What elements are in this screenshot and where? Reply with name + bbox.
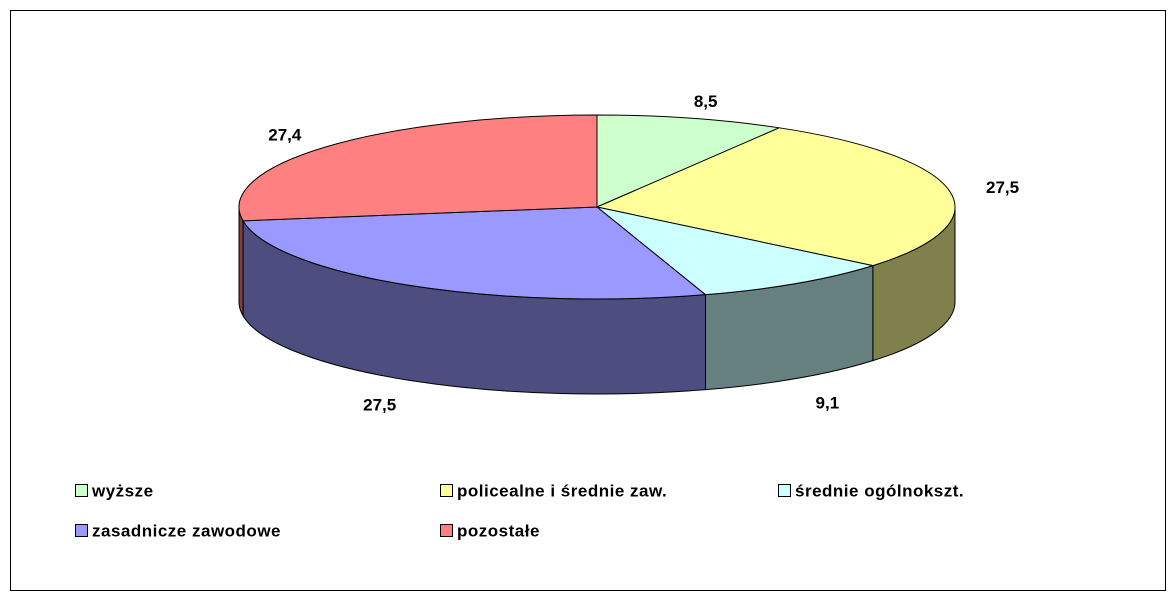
legend-swatch [440,484,453,497]
data-label: 27,5 [363,396,396,415]
legend-swatch [440,524,453,537]
legend-label: średnie ogólnokszt. [795,481,964,500]
legend-swatch [75,524,88,537]
slice [596,206,875,296]
slice [595,127,956,267]
data-label: 8,5 [694,92,718,111]
legend-label: policealne i średnie zaw. [457,481,667,500]
slice [242,206,707,300]
legend-swatch [75,484,88,497]
slice [596,114,782,208]
data-label: 27,4 [268,126,302,145]
data-label: 9,1 [816,393,840,412]
slice-side [238,206,244,318]
slice [238,114,598,222]
legend-label: pozostałe [457,521,540,540]
legend-swatch [778,484,791,497]
legend-label: wyższe [91,481,154,500]
data-label: 27,5 [986,178,1019,197]
legend-label: zasadnicze zawodowe [92,521,281,540]
